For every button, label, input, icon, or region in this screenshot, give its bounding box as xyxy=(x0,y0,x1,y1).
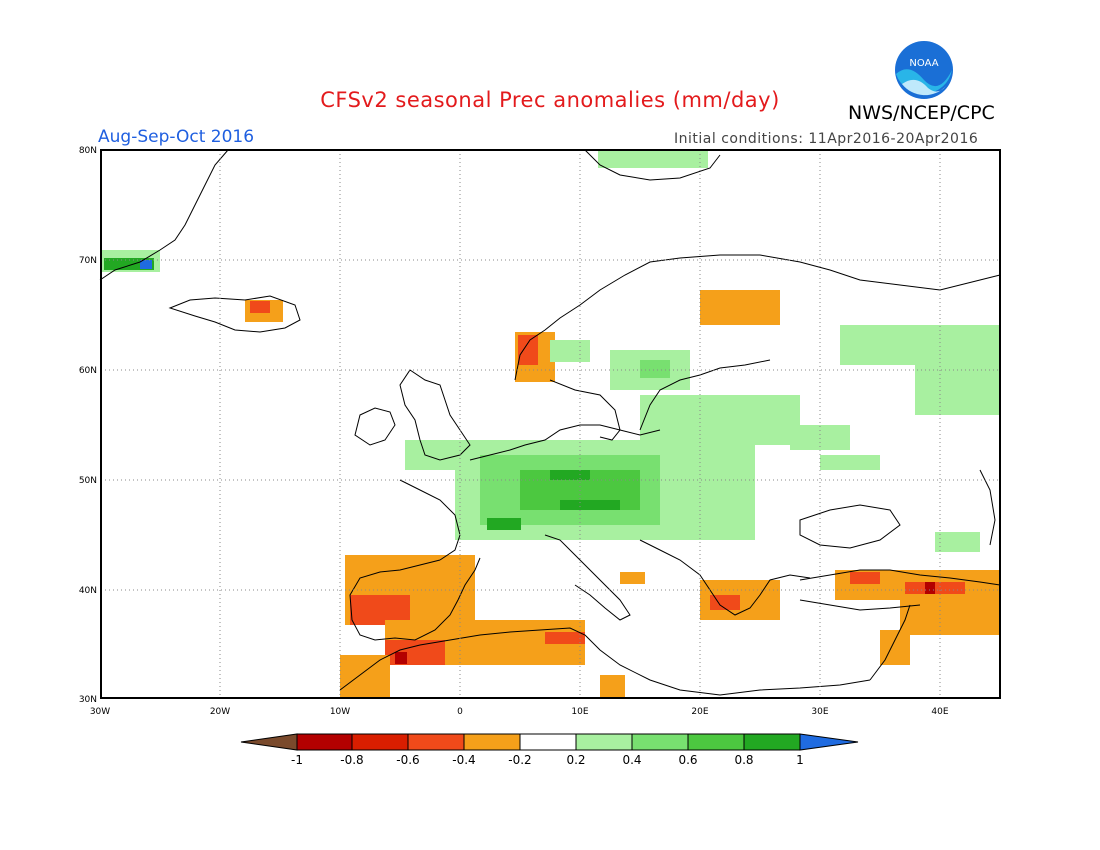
svg-text:NOAA: NOAA xyxy=(909,58,938,69)
legend-tick: 0.2 xyxy=(566,753,585,767)
map-title: CFSv2 seasonal Prec anomalies (mm/day) xyxy=(320,88,780,112)
legend-tick: 0.6 xyxy=(678,753,697,767)
legend-tick: -0.6 xyxy=(396,753,419,767)
legend-tick: -1 xyxy=(291,753,303,767)
legend-tick: -0.2 xyxy=(508,753,531,767)
lon-label: 40E xyxy=(931,707,948,717)
noaa-logo: NOAA xyxy=(894,40,954,100)
lat-label: 60N xyxy=(79,366,97,376)
legend-tick: 1 xyxy=(796,753,804,767)
initial-conditions-label: Initial conditions: 11Apr2016-20Apr2016 xyxy=(674,131,979,147)
legend-swatch xyxy=(407,733,465,751)
legend-swatch xyxy=(687,733,745,751)
legend-tick: 0.8 xyxy=(734,753,753,767)
legend-ticks: -1 -0.8 -0.6 -0.4 -0.2 0.2 0.4 0.6 0.8 1 xyxy=(291,753,804,767)
legend-swatch xyxy=(296,733,353,751)
lat-label: 50N xyxy=(79,476,97,486)
legend-swatch xyxy=(631,733,689,751)
lat-label: 80N xyxy=(79,146,97,156)
coastlines xyxy=(99,149,1001,696)
lon-label: 20E xyxy=(691,707,708,717)
lon-label: 30W xyxy=(90,707,110,717)
org-label: NWS/NCEP/CPC xyxy=(848,102,995,124)
lon-label: 10W xyxy=(330,707,350,717)
lon-label: 20W xyxy=(210,707,230,717)
anomaly-shading xyxy=(100,150,1000,698)
legend-tick: 0.4 xyxy=(622,753,641,767)
graticule xyxy=(101,150,1000,698)
lat-label: 40N xyxy=(79,586,97,596)
lon-label: 10E xyxy=(571,707,588,717)
legend-swatch xyxy=(519,733,577,751)
legend-swatch xyxy=(351,733,409,751)
lat-label: 30N xyxy=(79,695,97,705)
lon-label: 30E xyxy=(811,707,828,717)
lat-label: 70N xyxy=(79,256,97,266)
lat-labels: 80N 70N 60N 50N 40N 30N xyxy=(79,146,97,705)
map-frame xyxy=(100,149,1001,699)
legend-tick: -0.4 xyxy=(452,753,475,767)
legend-swatch xyxy=(463,733,521,751)
legend-tick: -0.8 xyxy=(340,753,363,767)
lon-labels: 30W 20W 10W 0 10E 20E 30E 40E xyxy=(90,707,949,717)
lon-label: 0 xyxy=(457,707,463,717)
legend-swatch xyxy=(799,733,859,751)
period-label: Aug-Sep-Oct 2016 xyxy=(98,127,255,147)
legend-swatch xyxy=(743,733,801,751)
legend-swatch xyxy=(240,733,298,751)
legend-swatches xyxy=(240,733,859,751)
legend-swatch xyxy=(575,733,633,751)
